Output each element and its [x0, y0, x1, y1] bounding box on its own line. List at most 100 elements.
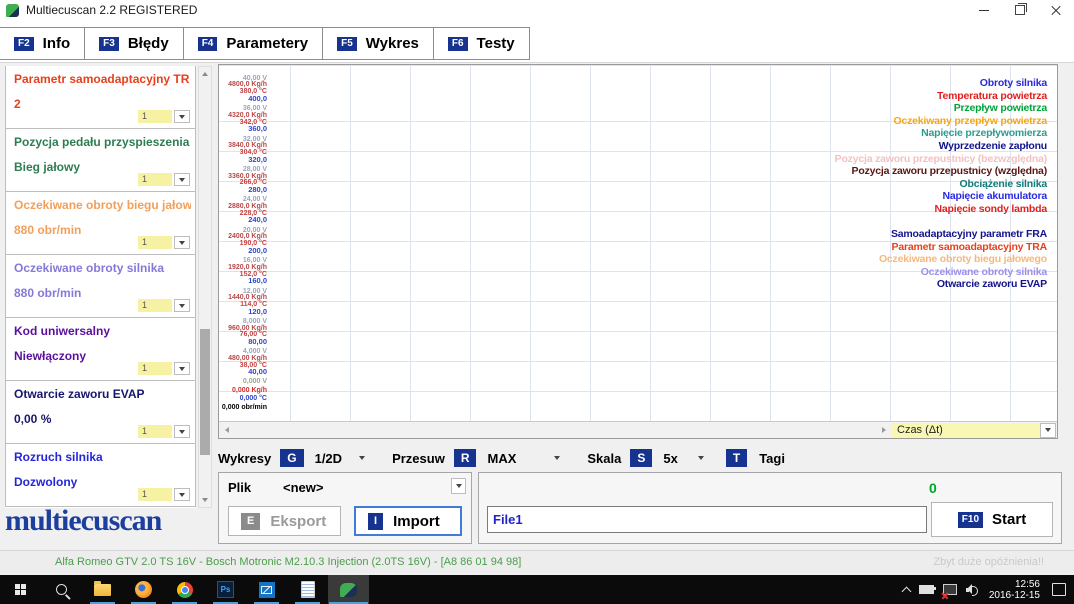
parameter-scale-dropdown-button[interactable]: [174, 236, 190, 249]
file-explorer-icon[interactable]: [82, 575, 123, 604]
start-icon[interactable]: [0, 575, 41, 604]
restore-button[interactable]: [1002, 0, 1038, 20]
x-axis-mode-dropdown-button[interactable]: [1040, 422, 1056, 438]
minimize-button[interactable]: [966, 0, 1002, 20]
chevron-down-icon: [455, 484, 462, 488]
tab[interactable]: F3 Błędy: [84, 27, 184, 60]
parameter-panel[interactable]: Rozruch silnika Dozwolony 1: [5, 443, 196, 507]
firefox-icon[interactable]: [123, 575, 164, 604]
scroll-down-button[interactable]: [199, 493, 211, 507]
parameter-scale-select[interactable]: 1: [138, 110, 172, 123]
legend-item[interactable]: Wyprzedzenie zapłonu: [938, 139, 1048, 152]
parameter-panel[interactable]: Kod uniwersalny Niewłączony 1: [5, 317, 196, 381]
parameter-panel[interactable]: Oczekiwane obroty silnika 880 obr/min 1: [5, 254, 196, 318]
photoshop-icon[interactable]: Ps: [205, 575, 246, 604]
parameter-scale-select[interactable]: 1: [138, 236, 172, 249]
legend-item[interactable]: Napięcie akumulatora: [942, 190, 1047, 203]
tagi-label[interactable]: Tagi: [759, 450, 785, 466]
parameter-value: Dozwolony: [14, 475, 78, 489]
legend-item[interactable]: Oczekiwany przepływ powietrza: [893, 114, 1048, 127]
tab[interactable]: F2 Info: [0, 27, 86, 60]
legend-item[interactable]: Obroty silnika: [979, 77, 1047, 89]
scrollbar-thumb[interactable]: [200, 329, 210, 455]
chevron-down-icon: [179, 366, 185, 371]
chart-controls-row: Wykresy G 1/2D Przesuw R MAX Skala S 5x …: [218, 445, 785, 471]
parameter-scale-dropdown-button[interactable]: [174, 110, 190, 123]
filename-input[interactable]: File1: [487, 506, 927, 533]
function-key-badge: F2: [14, 36, 34, 51]
chevron-down-icon[interactable]: [554, 456, 561, 460]
mail-icon[interactable]: [246, 575, 287, 604]
legend-item[interactable]: Pozycja zaworu przepustnicy (bezwzględna…: [834, 152, 1048, 165]
chevron-down-icon[interactable]: [697, 456, 704, 460]
chevron-down-icon[interactable]: [359, 456, 366, 460]
tab[interactable]: F5 Wykres: [322, 27, 434, 60]
file-select[interactable]: <new>: [283, 480, 324, 495]
legend-item[interactable]: Obciążenie silnika: [959, 177, 1048, 190]
chart-horizontal-scrollbar[interactable]: Czas (Δt): [219, 421, 1057, 438]
action-center-icon[interactable]: [1052, 583, 1066, 596]
parameter-scale-dropdown-button[interactable]: [174, 425, 190, 438]
legend-item[interactable]: Oczekiwane obroty biegu jałowego: [878, 253, 1047, 266]
parameter-scale-dropdown-button[interactable]: [174, 362, 190, 375]
przesuw-select[interactable]: MAX: [487, 450, 517, 466]
hotkey-f10-badge: F10: [957, 511, 984, 528]
chart-grid-area[interactable]: 40,00 V 4800,0 Kg/h 380,0 °C 400,0 36,00…: [219, 65, 1057, 421]
parameter-scale-select[interactable]: 1: [138, 299, 172, 312]
multiecuscan-taskbar-icon[interactable]: [328, 575, 369, 604]
close-button[interactable]: [1038, 0, 1074, 20]
start-button[interactable]: F10 Start: [931, 502, 1053, 537]
hotkey-s-badge: S: [630, 449, 653, 467]
parameter-scale-dropdown-button[interactable]: [174, 299, 190, 312]
battery-icon[interactable]: [918, 585, 936, 594]
parameter-scale-select[interactable]: 1: [138, 362, 172, 375]
legend-item[interactable]: Przepływ powietrza: [953, 102, 1047, 115]
chrome-icon[interactable]: [164, 575, 205, 604]
import-button[interactable]: I Import: [354, 506, 462, 536]
file-select-row: Plik <new>: [219, 473, 471, 499]
y-axis-tick-cluster: 28,00 V 3360,0 Kg/h 266,0 °C 280,0: [228, 165, 267, 195]
legend-item[interactable]: Parametr samoadaptacyjny TRA: [891, 240, 1048, 253]
scroll-up-button[interactable]: [199, 67, 211, 81]
x-axis-mode-select[interactable]: Czas (Δt): [891, 422, 1039, 438]
legend-item[interactable]: Samoadaptacyjny parametr FRA: [890, 228, 1047, 240]
search-icon[interactable]: [41, 575, 82, 604]
parameter-value: Bieg jałowy: [14, 160, 81, 174]
tab[interactable]: F6 Testy: [432, 27, 530, 60]
legend-item[interactable]: Napięcie sondy lambda: [934, 202, 1047, 215]
eksport-button[interactable]: E Eksport: [228, 506, 341, 536]
chevron-down-icon: [179, 492, 185, 497]
parameter-scale-dropdown-button[interactable]: [174, 488, 190, 501]
wykresy-select[interactable]: 1/2D: [314, 450, 343, 466]
parameter-value: Niewłączony: [14, 349, 87, 363]
legend-item[interactable]: Otwarcie zaworu EVAP: [936, 278, 1047, 291]
parameter-panel[interactable]: Oczekiwane obroty biegu jałow 880 obr/mi…: [5, 191, 196, 255]
legend-item[interactable]: Pozycja zaworu przepustnicy (względna): [851, 165, 1048, 178]
taskbar-clock[interactable]: 12:56 2016-12-15: [989, 579, 1040, 601]
parameter-panel[interactable]: Parametr samoadaptacyjny TR 2 1: [5, 66, 196, 129]
legend-item[interactable]: Napięcie przepływomierza: [921, 127, 1047, 140]
tab-label: Wykres: [365, 35, 419, 52]
parameter-panel[interactable]: Otwarcie zaworu EVAP 0,00 % 1: [5, 380, 196, 444]
system-tray: 12:56 2016-12-15: [901, 579, 1066, 601]
parameter-scale-select[interactable]: 1: [138, 173, 172, 186]
sidebar-scrollbar[interactable]: [198, 66, 212, 508]
parameter-scale-select[interactable]: 1: [138, 425, 172, 438]
speaker-icon[interactable]: [965, 584, 980, 596]
scroll-left-button[interactable]: [219, 422, 235, 438]
notepad-icon[interactable]: [287, 575, 328, 604]
parameter-scale-select[interactable]: 1: [138, 488, 172, 501]
parameter-panel[interactable]: Pozycja pedału przyspieszenia Bieg jałow…: [5, 128, 196, 192]
legend-item[interactable]: Oczekiwane obroty silnika: [920, 265, 1047, 278]
legend-item[interactable]: Temperatura powietrza: [937, 89, 1047, 102]
file-group-box: Plik <new> E Eksport I Import: [218, 472, 472, 544]
network-disconnected-icon[interactable]: [942, 584, 957, 595]
scroll-right-button[interactable]: [877, 427, 891, 433]
tray-chevron-up-icon[interactable]: [901, 586, 912, 596]
parameter-scale-dropdown-button[interactable]: [174, 173, 190, 186]
file-select-dropdown-button[interactable]: [451, 478, 466, 494]
chevron-down-icon: [179, 303, 185, 308]
tab[interactable]: F4 Parametery: [182, 27, 324, 60]
y-axis-tick-cluster: 20,00 V 2400,0 Kg/h 190,0 °C 200,0: [228, 226, 267, 255]
skala-select[interactable]: 5x: [663, 450, 678, 466]
